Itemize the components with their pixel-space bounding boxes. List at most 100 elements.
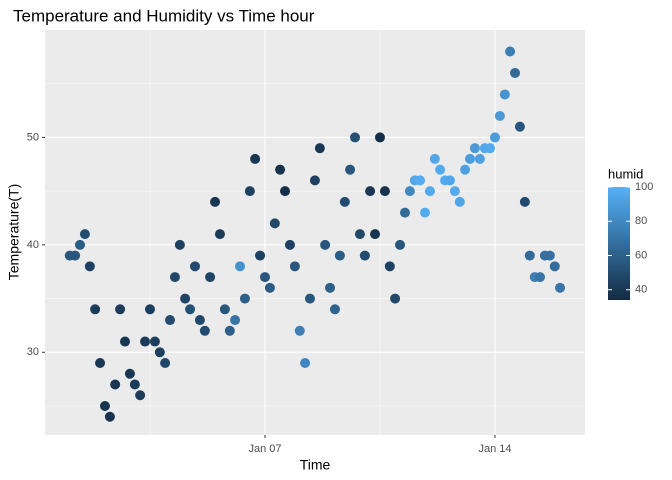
point (244, 186, 255, 197)
point (424, 186, 435, 197)
y-tick-label: 50 (27, 131, 39, 143)
point (309, 175, 320, 186)
point (460, 164, 471, 175)
y-tick-label: 40 (27, 239, 39, 251)
colorbar (608, 187, 630, 300)
chart-title: Temperature and Humidity vs Time hour (13, 6, 315, 25)
point (510, 67, 521, 78)
point (280, 186, 291, 197)
colorbar-label: 100 (635, 181, 653, 193)
point (399, 207, 410, 218)
point (534, 272, 545, 283)
point (444, 175, 455, 186)
point (325, 282, 336, 293)
point (350, 132, 361, 143)
point (104, 411, 115, 422)
point (219, 304, 230, 315)
point (124, 368, 135, 379)
point (429, 153, 440, 164)
colorbar-label: 80 (635, 215, 647, 227)
legend-title: humid (608, 166, 643, 181)
point (359, 250, 370, 261)
point (115, 304, 126, 315)
point (395, 239, 406, 250)
point (404, 186, 415, 197)
x-tick-label: Jan 07 (248, 443, 281, 455)
point (174, 239, 185, 250)
point (205, 272, 216, 283)
point (269, 218, 280, 229)
point (544, 250, 555, 261)
point (84, 261, 95, 272)
point (214, 229, 225, 240)
point (154, 347, 165, 358)
point (169, 272, 180, 283)
point (320, 239, 331, 250)
point (224, 325, 235, 336)
point (74, 239, 85, 250)
point (90, 304, 101, 315)
y-axis-title: Temperature(T) (6, 184, 22, 280)
point (294, 325, 305, 336)
point (230, 315, 241, 326)
point (70, 250, 81, 261)
point (259, 272, 270, 283)
point (454, 196, 465, 207)
point (199, 325, 210, 336)
point (180, 293, 191, 304)
point (474, 153, 485, 164)
point (289, 261, 300, 272)
point (365, 186, 376, 197)
point (140, 336, 151, 347)
colorbar-label: 60 (635, 249, 647, 261)
point (99, 400, 110, 411)
point (255, 250, 266, 261)
x-tick-label: Jan 14 (478, 443, 511, 455)
point (524, 250, 535, 261)
y-tick-label: 30 (27, 346, 39, 358)
point (514, 121, 525, 132)
point (304, 293, 315, 304)
point (264, 282, 275, 293)
point (494, 110, 505, 121)
point (505, 46, 516, 57)
point (194, 315, 205, 326)
colorbar-label: 40 (635, 284, 647, 296)
point (120, 336, 131, 347)
point (149, 336, 160, 347)
point (354, 229, 365, 240)
point (329, 304, 340, 315)
point (489, 132, 500, 143)
point (555, 282, 566, 293)
point (469, 143, 480, 154)
point (110, 379, 121, 390)
point (419, 207, 430, 218)
point (135, 390, 146, 401)
point (415, 175, 426, 186)
point (239, 293, 250, 304)
point (189, 261, 200, 272)
point (275, 164, 286, 175)
point (300, 358, 311, 369)
point (465, 153, 476, 164)
point (499, 89, 510, 100)
point (339, 196, 350, 207)
point (210, 196, 221, 207)
point (370, 229, 381, 240)
point (129, 379, 140, 390)
point (250, 153, 261, 164)
x-axis-title: Time (300, 457, 331, 473)
point (384, 261, 395, 272)
point (390, 293, 401, 304)
point (345, 164, 356, 175)
point (185, 304, 196, 315)
point (549, 261, 560, 272)
point (79, 229, 90, 240)
point (165, 315, 176, 326)
point (334, 250, 345, 261)
point (235, 261, 246, 272)
point (374, 132, 385, 143)
point (485, 143, 496, 154)
